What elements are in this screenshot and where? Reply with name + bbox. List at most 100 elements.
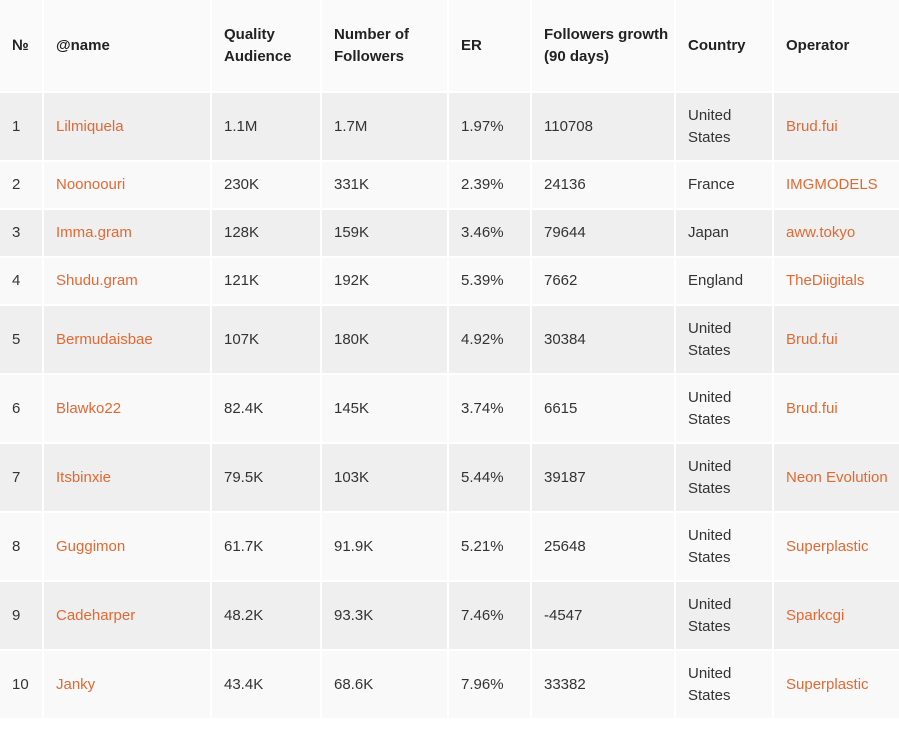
header-number: № — [0, 0, 42, 91]
header-quality-audience: Quality Audience — [212, 0, 320, 91]
header-country: Country — [676, 0, 772, 91]
cell-er: 5.21% — [449, 513, 530, 580]
cell-quality-audience: 107K — [212, 306, 320, 373]
table-row: 5 Bermudaisbae 107K 180K 4.92% 30384 Uni… — [0, 306, 899, 373]
cell-name-link[interactable]: Guggimon — [44, 513, 210, 580]
cell-country: United States — [676, 306, 772, 373]
cell-growth: 7662 — [532, 258, 674, 304]
cell-number: 10 — [0, 651, 42, 718]
cell-name-link[interactable]: Imma.gram — [44, 210, 210, 256]
table-row: 3 Imma.gram 128K 159K 3.46% 79644 Japan … — [0, 210, 899, 256]
table-row: 8 Guggimon 61.7K 91.9K 5.21% 25648 Unite… — [0, 513, 899, 580]
cell-followers: 68.6K — [322, 651, 447, 718]
table-row: 9 Cadeharper 48.2K 93.3K 7.46% -4547 Uni… — [0, 582, 899, 649]
cell-country: United States — [676, 513, 772, 580]
cell-name-link[interactable]: Janky — [44, 651, 210, 718]
cell-operator-link[interactable]: Brud.fui — [774, 306, 899, 373]
cell-name-link[interactable]: Lilmiquela — [44, 93, 210, 160]
cell-growth: 39187 — [532, 444, 674, 511]
cell-followers: 91.9K — [322, 513, 447, 580]
cell-number: 5 — [0, 306, 42, 373]
cell-growth: 24136 — [532, 162, 674, 208]
table-row: 6 Blawko22 82.4K 145K 3.74% 6615 United … — [0, 375, 899, 442]
table-row: 10 Janky 43.4K 68.6K 7.96% 33382 United … — [0, 651, 899, 718]
cell-number: 6 — [0, 375, 42, 442]
cell-quality-audience: 48.2K — [212, 582, 320, 649]
cell-country: United States — [676, 651, 772, 718]
cell-name-link[interactable]: Bermudaisbae — [44, 306, 210, 373]
cell-country: United States — [676, 93, 772, 160]
cell-operator-link[interactable]: Brud.fui — [774, 93, 899, 160]
header-operator: Operator — [774, 0, 899, 91]
cell-country: United States — [676, 444, 772, 511]
cell-name-link[interactable]: Itsbinxie — [44, 444, 210, 511]
header-er: ER — [449, 0, 530, 91]
cell-quality-audience: 43.4K — [212, 651, 320, 718]
cell-quality-audience: 128K — [212, 210, 320, 256]
cell-operator-link[interactable]: Superplastic — [774, 513, 899, 580]
cell-country: France — [676, 162, 772, 208]
cell-er: 3.74% — [449, 375, 530, 442]
cell-operator-link[interactable]: aww.tokyo — [774, 210, 899, 256]
cell-growth: 79644 — [532, 210, 674, 256]
cell-growth: 33382 — [532, 651, 674, 718]
cell-growth: -4547 — [532, 582, 674, 649]
cell-quality-audience: 121K — [212, 258, 320, 304]
cell-followers: 103K — [322, 444, 447, 511]
cell-er: 1.97% — [449, 93, 530, 160]
cell-growth: 110708 — [532, 93, 674, 160]
table-header-row: № @name Quality Audience Number of Follo… — [0, 0, 899, 91]
cell-quality-audience: 79.5K — [212, 444, 320, 511]
cell-number: 4 — [0, 258, 42, 304]
table-row: 1 Lilmiquela 1.1M 1.7M 1.97% 110708 Unit… — [0, 93, 899, 160]
cell-followers: 145K — [322, 375, 447, 442]
cell-operator-link[interactable]: Neon Evolution — [774, 444, 899, 511]
cell-operator-link[interactable]: TheDiigitals — [774, 258, 899, 304]
cell-name-link[interactable]: Blawko22 — [44, 375, 210, 442]
table-row: 4 Shudu.gram 121K 192K 5.39% 7662 Englan… — [0, 258, 899, 304]
table-row: 7 Itsbinxie 79.5K 103K 5.44% 39187 Unite… — [0, 444, 899, 511]
cell-followers: 180K — [322, 306, 447, 373]
cell-followers: 93.3K — [322, 582, 447, 649]
cell-number: 2 — [0, 162, 42, 208]
cell-followers: 331K — [322, 162, 447, 208]
cell-er: 4.92% — [449, 306, 530, 373]
cell-growth: 30384 — [532, 306, 674, 373]
cell-followers: 192K — [322, 258, 447, 304]
cell-number: 8 — [0, 513, 42, 580]
cell-name-link[interactable]: Noonoouri — [44, 162, 210, 208]
cell-growth: 6615 — [532, 375, 674, 442]
table-row: 2 Noonoouri 230K 331K 2.39% 24136 France… — [0, 162, 899, 208]
cell-number: 1 — [0, 93, 42, 160]
cell-name-link[interactable]: Shudu.gram — [44, 258, 210, 304]
cell-operator-link[interactable]: Superplastic — [774, 651, 899, 718]
cell-followers: 1.7M — [322, 93, 447, 160]
cell-quality-audience: 82.4K — [212, 375, 320, 442]
cell-quality-audience: 61.7K — [212, 513, 320, 580]
cell-er: 3.46% — [449, 210, 530, 256]
cell-country: United States — [676, 582, 772, 649]
cell-quality-audience: 1.1M — [212, 93, 320, 160]
cell-er: 5.44% — [449, 444, 530, 511]
header-followers-growth: Followers growth (90 days) — [532, 0, 674, 91]
cell-country: United States — [676, 375, 772, 442]
cell-number: 9 — [0, 582, 42, 649]
cell-er: 5.39% — [449, 258, 530, 304]
cell-country: Japan — [676, 210, 772, 256]
header-number-of-followers: Number of Followers — [322, 0, 447, 91]
cell-operator-link[interactable]: Brud.fui — [774, 375, 899, 442]
cell-number: 3 — [0, 210, 42, 256]
cell-operator-link[interactable]: Sparkcgi — [774, 582, 899, 649]
header-name: @name — [44, 0, 210, 91]
cell-country: England — [676, 258, 772, 304]
cell-number: 7 — [0, 444, 42, 511]
cell-er: 7.96% — [449, 651, 530, 718]
cell-operator-link[interactable]: IMGMODELS — [774, 162, 899, 208]
cell-er: 2.39% — [449, 162, 530, 208]
cell-quality-audience: 230K — [212, 162, 320, 208]
cell-followers: 159K — [322, 210, 447, 256]
cell-er: 7.46% — [449, 582, 530, 649]
cell-growth: 25648 — [532, 513, 674, 580]
cell-name-link[interactable]: Cadeharper — [44, 582, 210, 649]
